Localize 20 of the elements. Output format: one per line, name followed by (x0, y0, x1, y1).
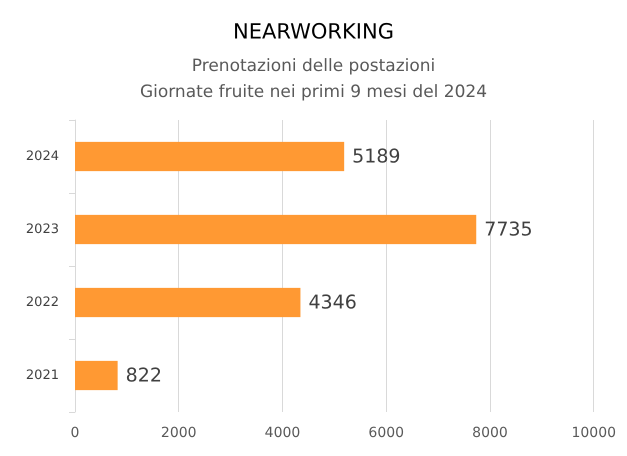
y-tick-label: 2021 (26, 368, 59, 383)
x-tick-label: 2000 (160, 425, 197, 441)
x-tick-label: 4000 (264, 425, 300, 441)
chart-subtitle: Prenotazioni delle postazioni Giornate fruite nei primi 9 mesi del 2024 (140, 56, 488, 102)
x-tick-label: 6000 (368, 425, 404, 441)
data-label: 5189 (352, 146, 401, 168)
y-tick-label: 2023 (26, 222, 59, 237)
y-tick-label: 2022 (26, 295, 59, 310)
x-tick-label: 8000 (472, 425, 508, 441)
chart-title: NEARWORKING (233, 20, 394, 44)
x-tick-label: 10000 (571, 425, 616, 441)
y-tick-label: 2024 (26, 149, 59, 164)
bar (75, 360, 118, 390)
x-tick-label: 0 (70, 425, 80, 441)
bar (75, 288, 300, 318)
data-label: 822 (126, 364, 162, 386)
bar (75, 142, 344, 172)
data-label: 7735 (484, 218, 533, 240)
bar (75, 214, 476, 244)
data-label: 4346 (308, 292, 357, 314)
